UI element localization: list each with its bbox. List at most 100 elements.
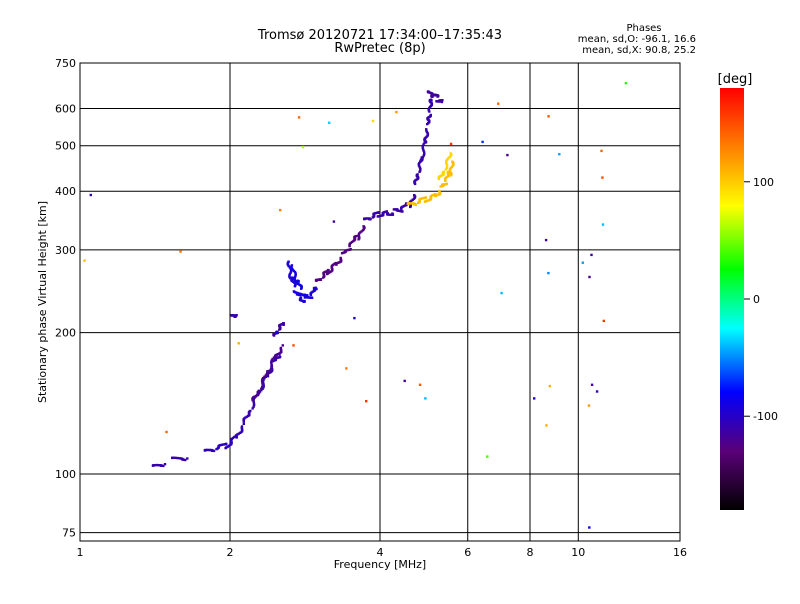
echo-point xyxy=(545,424,548,427)
echo-point xyxy=(423,141,426,145)
x-axis-label: Frequency [MHz] xyxy=(334,558,426,571)
echo-point xyxy=(186,457,189,460)
echo-point xyxy=(533,397,536,400)
echo-point xyxy=(353,316,356,320)
x-tick-label: 1 xyxy=(77,546,84,559)
echo-point xyxy=(293,277,296,280)
colorbar-gradient xyxy=(720,88,744,510)
echo-point xyxy=(251,407,254,410)
plot-frame xyxy=(79,62,681,542)
echo-point xyxy=(278,355,282,358)
echo-point xyxy=(227,444,231,447)
echo-point xyxy=(449,142,453,146)
echo-point xyxy=(447,157,450,160)
stats-heading: Phases xyxy=(626,23,661,34)
echo-point xyxy=(305,296,308,299)
x-tick-label: 4 xyxy=(377,546,384,559)
echo-point xyxy=(289,271,292,274)
echo-point xyxy=(306,294,309,297)
echo-point xyxy=(587,404,591,407)
echo-point xyxy=(379,214,383,217)
y-tick-label: 600 xyxy=(55,103,76,116)
echo-point xyxy=(282,323,285,326)
echo-point xyxy=(401,210,404,213)
x-tick-label: 10 xyxy=(571,546,585,559)
echo-point xyxy=(590,383,594,386)
echo-point xyxy=(427,199,430,202)
echo-point xyxy=(418,170,421,173)
echo-point xyxy=(279,346,283,350)
echo-point xyxy=(276,352,280,356)
echo-point xyxy=(293,278,296,282)
echo-point xyxy=(275,331,278,334)
echo-point xyxy=(270,359,273,362)
y-tick-label: 75 xyxy=(62,527,76,540)
echo-point xyxy=(225,442,228,446)
echo-point xyxy=(182,458,185,461)
echo-point xyxy=(269,368,273,371)
echo-point xyxy=(595,390,599,393)
echo-point xyxy=(369,218,372,221)
echo-point xyxy=(374,211,377,215)
echo-point xyxy=(363,226,366,229)
echo-point xyxy=(236,433,239,436)
echo-point xyxy=(419,197,422,200)
echo-point xyxy=(328,121,331,124)
echo-point xyxy=(302,300,305,303)
echo-point xyxy=(244,416,247,419)
echo-point xyxy=(226,445,229,448)
echo-point xyxy=(360,230,363,233)
echo-point xyxy=(371,119,375,123)
echo-point xyxy=(271,357,274,361)
echo-point xyxy=(245,415,249,418)
echo-point xyxy=(233,435,236,439)
echo-point xyxy=(588,275,591,279)
echo-point xyxy=(231,436,235,440)
echo-point xyxy=(445,182,448,185)
echo-point xyxy=(240,426,243,429)
echo-point xyxy=(391,212,394,215)
x-tick-labels: 1 2 4 6 8 10 16 xyxy=(77,546,688,559)
echo-point xyxy=(333,262,336,266)
echo-point xyxy=(162,464,165,468)
echo-point xyxy=(602,319,605,323)
echo-point xyxy=(419,167,422,171)
echo-point xyxy=(590,253,593,257)
echo-point xyxy=(157,464,161,467)
echo-point xyxy=(316,278,319,281)
echo-point xyxy=(270,365,274,368)
echo-point xyxy=(212,449,216,453)
echo-point xyxy=(234,315,237,318)
echo-point xyxy=(438,189,441,193)
echo-point xyxy=(289,270,293,273)
echo-point xyxy=(297,116,301,119)
colorbar-tick-label: 100 xyxy=(753,176,774,189)
echo-point xyxy=(401,205,404,208)
echo-point xyxy=(222,443,225,446)
echo-point xyxy=(279,323,283,326)
echo-point xyxy=(427,107,430,111)
y-tick-labels: 75 100 200 300 400 500 600 750 xyxy=(55,57,76,540)
y-axis-label: Stationary phase Virtual Height [km] xyxy=(36,201,49,403)
echo-point xyxy=(207,448,211,452)
echo-point xyxy=(425,128,428,131)
echo-point xyxy=(267,370,270,374)
echo-point xyxy=(558,153,561,156)
echo-point xyxy=(439,175,442,178)
echo-point xyxy=(282,322,285,325)
echo-point xyxy=(237,342,240,345)
echo-point xyxy=(413,195,417,198)
echo-point xyxy=(249,409,252,413)
echo-point xyxy=(350,240,354,244)
echo-point xyxy=(153,464,156,467)
echo-point xyxy=(294,280,297,283)
echo-point xyxy=(83,259,86,262)
echo-point xyxy=(451,161,455,165)
echo-point xyxy=(500,291,503,295)
echo-point xyxy=(416,173,419,176)
echo-point xyxy=(281,344,284,347)
echo-point xyxy=(225,446,228,449)
echo-point xyxy=(261,378,264,381)
echo-point xyxy=(345,367,348,370)
